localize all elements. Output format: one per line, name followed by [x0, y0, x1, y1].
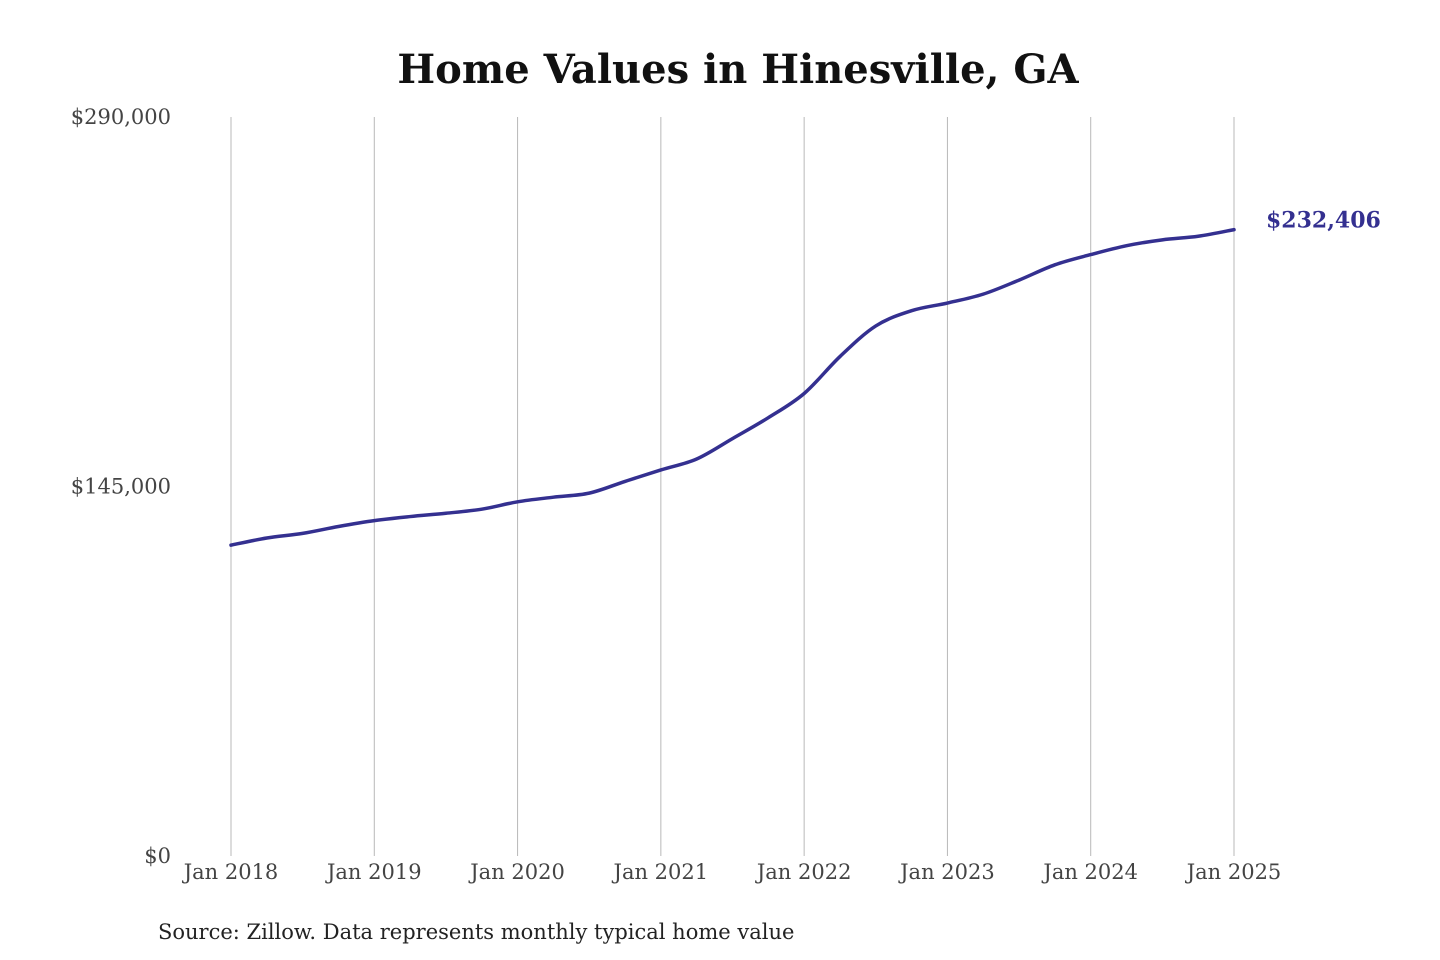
chart-title: Home Values in Hinesville, GA: [397, 46, 1079, 93]
y-tick-label: $290,000: [71, 105, 171, 129]
y-tick-label: $0: [144, 844, 171, 868]
gridlines: [230, 117, 1235, 856]
x-tick-label: Jan 2021: [612, 860, 709, 884]
series-layer: [229, 227, 1236, 547]
x-tick-label: Jan 2025: [1185, 860, 1282, 884]
x-tick-label: Jan 2018: [182, 860, 279, 884]
x-tick-label: Jan 2020: [468, 860, 565, 884]
x-tick-label: Jan 2019: [325, 860, 422, 884]
x-axis-ticks: Jan 2018 Jan 2019 Jan 2020 Jan 2021 Jan 2022…: [182, 860, 1282, 884]
source-note: Source: Zillow. Data represents monthly …: [158, 920, 794, 944]
end-value-label: $232,406: [1266, 208, 1381, 234]
x-tick-label: Jan 2024: [1041, 860, 1138, 884]
x-tick-label: Jan 2023: [898, 860, 995, 884]
y-tick-label: $145,000: [71, 475, 171, 499]
series-line: [229, 227, 1236, 547]
x-tick-label: Jan 2022: [755, 860, 852, 884]
y-axis-ticks: $0 $145,000 $290,000: [71, 105, 171, 868]
